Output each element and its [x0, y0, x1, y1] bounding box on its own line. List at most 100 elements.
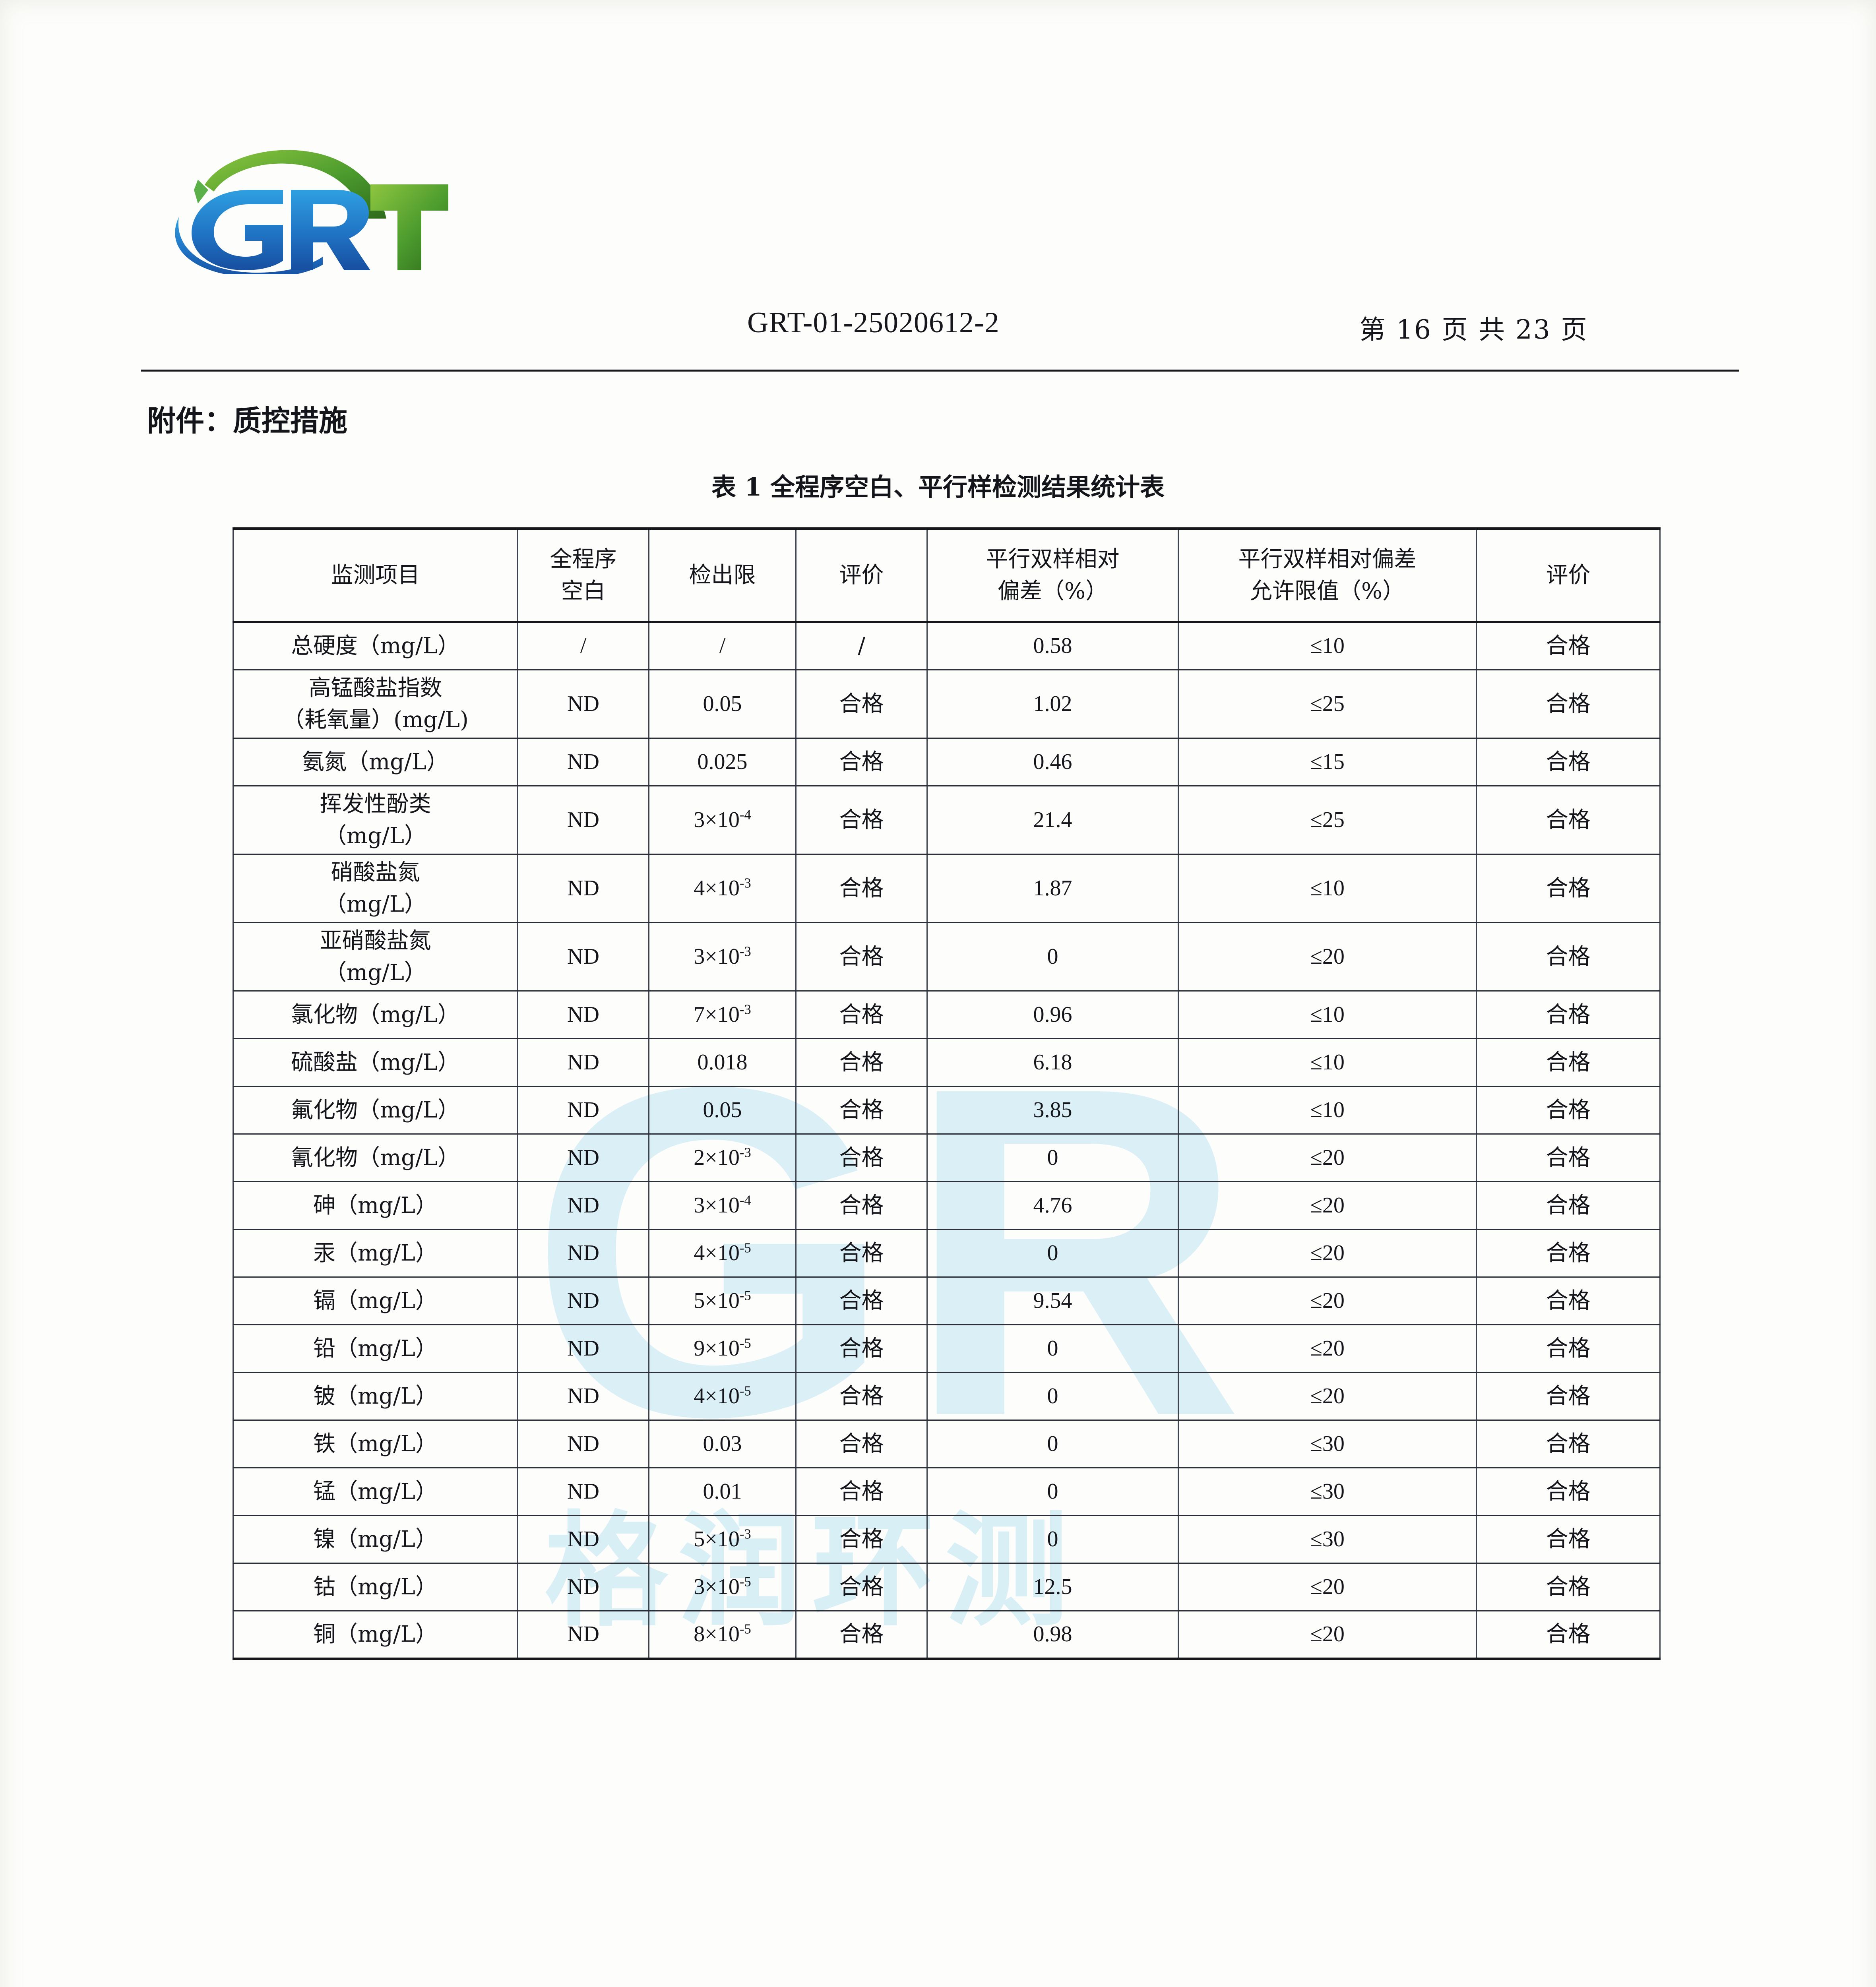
- cell-blank: ND: [517, 854, 649, 923]
- cell-blank: /: [517, 622, 649, 670]
- cell-evaluation-2: 合格: [1476, 990, 1661, 1039]
- cell-rpd: 0: [926, 1324, 1179, 1373]
- cell-item: 氟化物（mg/L）: [233, 1086, 518, 1135]
- cell-detection-limit: 5×10-5: [648, 1276, 797, 1325]
- cell-rpd: 0: [926, 1420, 1179, 1468]
- attachment-title: 附件：质控措施: [147, 404, 348, 438]
- cell-evaluation-1: 合格: [795, 1276, 928, 1325]
- cell-detection-limit: 9×10-5: [648, 1324, 797, 1373]
- cell-detection-limit: 8×10-5: [648, 1610, 797, 1660]
- cell-evaluation-1: 合格: [795, 1372, 928, 1421]
- cell-rpd-limit: ≤20: [1178, 1229, 1477, 1278]
- cell-rpd: 0: [926, 922, 1179, 992]
- grt-logo: [167, 143, 525, 278]
- col-header-rpd-line1: 平行双样相对: [986, 546, 1120, 573]
- cell-rpd-limit: ≤25: [1178, 785, 1477, 855]
- cell-rpd-limit: ≤20: [1178, 1324, 1477, 1373]
- cell-evaluation-1: 合格: [795, 854, 928, 923]
- cell-evaluation-2: 合格: [1476, 738, 1661, 786]
- cell-item: 镉（mg/L）: [233, 1276, 518, 1325]
- cell-blank: ND: [517, 1181, 649, 1230]
- cell-detection-limit: 3×10-4: [648, 1181, 797, 1230]
- col-header-evaluation-1: 评价: [795, 527, 928, 623]
- cell-blank: ND: [517, 1086, 649, 1135]
- cell-item: 氯化物（mg/L）: [233, 990, 518, 1039]
- cell-rpd: 0: [926, 1467, 1179, 1516]
- cell-evaluation-1: 合格: [795, 922, 928, 992]
- cell-rpd: 0.58: [926, 622, 1179, 670]
- page-indicator: 第 16 页 共 23 页: [1359, 314, 1588, 345]
- cell-rpd-limit: ≤25: [1178, 669, 1477, 739]
- cell-item: 锰（mg/L）: [233, 1467, 518, 1516]
- cell-evaluation-2: 合格: [1476, 1467, 1661, 1516]
- cell-evaluation-2: 合格: [1476, 1181, 1661, 1230]
- document-number: GRT-01-25020612-2: [747, 306, 1000, 339]
- cell-rpd-limit: ≤20: [1178, 1133, 1477, 1182]
- cell-item: 高锰酸盐指数 （耗氧量）(mg/L): [233, 669, 518, 739]
- cell-detection-limit: 4×10-3: [648, 854, 797, 923]
- cell-item: 钴（mg/L）: [233, 1563, 518, 1611]
- cell-rpd-limit: ≤10: [1178, 1038, 1477, 1087]
- cell-rpd: 0: [926, 1515, 1179, 1564]
- table-caption: 表 1 全程序空白、平行样检测结果统计表: [711, 473, 1165, 502]
- cell-blank: ND: [517, 1467, 649, 1516]
- cell-rpd-limit: ≤20: [1178, 1181, 1477, 1230]
- cell-evaluation-1: 合格: [795, 785, 928, 855]
- cell-rpd-limit: ≤20: [1178, 922, 1477, 992]
- cell-rpd: 0: [926, 1372, 1179, 1421]
- col-header-blank: 全程序 空白: [517, 527, 649, 623]
- cell-evaluation-1: 合格: [795, 990, 928, 1039]
- cell-detection-limit: 3×10-5: [648, 1563, 797, 1611]
- cell-evaluation-1: 合格: [795, 1229, 928, 1278]
- table-row: 汞（mg/L） ND 4×10-5 合格 0 ≤20 合格: [233, 1229, 1661, 1278]
- cell-evaluation-2: 合格: [1476, 1372, 1661, 1421]
- cell-item: 亚硝酸盐氮 （mg/L）: [233, 922, 518, 992]
- cell-blank: ND: [517, 1133, 649, 1182]
- cell-detection-limit: 7×10-3: [648, 990, 797, 1039]
- cell-blank: ND: [517, 1324, 649, 1373]
- cell-evaluation-2: 合格: [1476, 1563, 1661, 1611]
- cell-rpd: 4.76: [926, 1181, 1179, 1230]
- cell-detection-limit: 0.018: [648, 1038, 797, 1087]
- table-row: 镉（mg/L） ND 5×10-5 合格 9.54 ≤20 合格: [233, 1276, 1661, 1325]
- table-row: 锰（mg/L） ND 0.01 合格 0 ≤30 合格: [233, 1467, 1661, 1516]
- col-header-rpd-line2: 偏差（%）: [997, 578, 1108, 604]
- cell-item: 镍（mg/L）: [233, 1515, 518, 1564]
- table-row: 铍（mg/L） ND 4×10-5 合格 0 ≤20 合格: [233, 1372, 1661, 1421]
- cell-item: 总硬度（mg/L）: [233, 622, 518, 670]
- cell-detection-limit: 5×10-3: [648, 1515, 797, 1564]
- cell-blank: ND: [517, 1515, 649, 1564]
- cell-item: 氰化物（mg/L）: [233, 1133, 518, 1182]
- cell-detection-limit: /: [648, 622, 797, 670]
- cell-blank: ND: [517, 669, 649, 739]
- col-header-evaluation-2: 评价: [1476, 527, 1661, 623]
- table-body: 总硬度（mg/L） / //0.58 ≤10 合格 高锰酸盐指数 （耗氧量）(mg/L) ND…: [233, 622, 1661, 1660]
- cell-detection-limit: 3×10-4: [648, 785, 797, 855]
- cell-rpd: 0.98: [926, 1610, 1179, 1660]
- col-header-rpd: 平行双样相对 偏差（%）: [926, 527, 1179, 623]
- cell-rpd-limit: ≤20: [1178, 1372, 1477, 1421]
- cell-evaluation-2: 合格: [1476, 1086, 1661, 1135]
- col-header-item: 监测项目: [233, 527, 518, 623]
- cell-rpd-limit: ≤30: [1178, 1467, 1477, 1516]
- cell-detection-limit: 3×10-3: [648, 922, 797, 992]
- cell-blank: ND: [517, 1229, 649, 1278]
- cell-evaluation-2: 合格: [1476, 1038, 1661, 1087]
- cell-detection-limit: 2×10-3: [648, 1133, 797, 1182]
- cell-evaluation-1: 合格: [795, 669, 928, 739]
- cell-rpd: 1.87: [926, 854, 1179, 923]
- cell-item: 氨氮（mg/L）: [233, 738, 518, 786]
- table-row: 镍（mg/L） ND 5×10-3 合格 0 ≤30 合格: [233, 1515, 1661, 1564]
- table-row: 钴（mg/L） ND 3×10-5 合格 12.5 ≤20 合格: [233, 1563, 1661, 1611]
- qc-results-table: 监测项目 全程序 空白 检出限 评价 平行双样相对 偏差（%） 平行双样相对偏差: [233, 527, 1661, 1660]
- cell-rpd: 1.02: [926, 669, 1179, 739]
- document-header: GRT-01-25020612-2 第 16 页 共 23 页: [143, 306, 1733, 354]
- table-row: 硝酸盐氮 （mg/L） ND 4×10-3 合格 1.87 ≤10 合格: [233, 854, 1661, 923]
- cell-rpd-limit: ≤30: [1178, 1420, 1477, 1468]
- cell-rpd-limit: ≤15: [1178, 738, 1477, 786]
- cell-rpd-limit: ≤10: [1178, 622, 1477, 670]
- cell-evaluation-1: 合格: [795, 738, 928, 786]
- cell-detection-limit: 4×10-5: [648, 1372, 797, 1421]
- cell-evaluation-1: 合格: [795, 1133, 928, 1182]
